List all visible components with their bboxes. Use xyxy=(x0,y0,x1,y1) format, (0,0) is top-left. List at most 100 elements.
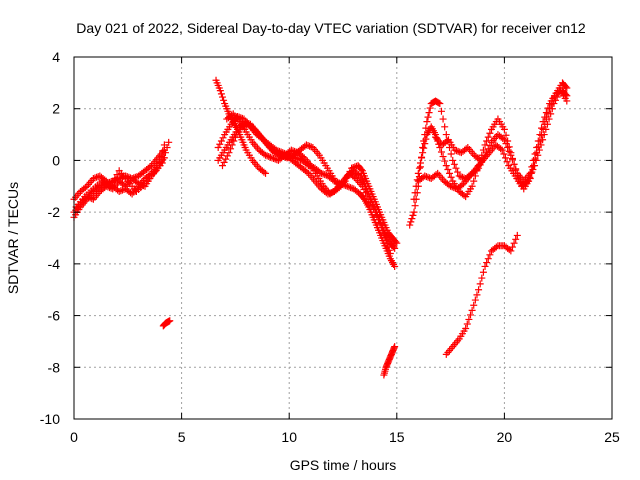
data-point xyxy=(299,153,307,161)
data-point xyxy=(451,146,459,154)
data-point xyxy=(217,90,225,98)
data-point xyxy=(88,195,96,203)
data-point xyxy=(441,157,449,165)
y-tick-labels: -10 -8 -6 -4 -2 0 2 4 xyxy=(40,49,60,427)
data-point xyxy=(115,187,123,195)
data-point xyxy=(228,111,236,119)
data-point xyxy=(531,162,539,170)
data-point xyxy=(460,191,468,199)
data-point xyxy=(465,315,473,323)
data-point xyxy=(526,173,534,181)
data-point xyxy=(522,178,530,186)
x-tick-label: 25 xyxy=(604,429,620,445)
data-point xyxy=(408,215,416,223)
data-point xyxy=(411,189,419,197)
data-point xyxy=(458,181,466,189)
data-point xyxy=(510,239,518,247)
data-point xyxy=(349,164,357,172)
data-point xyxy=(289,147,297,155)
data-point xyxy=(481,141,489,149)
data-point xyxy=(331,186,339,194)
data-point xyxy=(512,235,520,243)
data-point xyxy=(446,169,454,177)
data-point xyxy=(412,182,420,190)
data-point xyxy=(306,142,314,150)
data-point xyxy=(158,159,166,167)
data-point xyxy=(540,131,548,139)
data-point xyxy=(113,171,121,179)
data-point xyxy=(484,133,492,141)
data-point xyxy=(454,168,462,176)
data-point xyxy=(500,125,508,133)
data-point xyxy=(265,153,273,161)
data-point xyxy=(550,100,558,108)
data-point xyxy=(230,137,238,145)
data-point xyxy=(303,168,311,176)
data-point xyxy=(217,137,225,145)
x-tick-label: 10 xyxy=(281,429,297,445)
data-point xyxy=(424,113,432,121)
data-point xyxy=(539,136,547,144)
data-point xyxy=(382,237,390,245)
grid-lines xyxy=(74,57,612,419)
y-tick-label: -4 xyxy=(48,256,61,272)
data-point xyxy=(432,171,440,179)
series-arc-2e xyxy=(442,231,521,358)
data-point xyxy=(370,205,378,213)
data-point xyxy=(216,87,224,95)
data-point xyxy=(392,238,400,246)
y-tick-label: 0 xyxy=(52,152,60,168)
series-arc-2c xyxy=(414,87,571,193)
data-point xyxy=(407,218,415,226)
data-point xyxy=(508,154,516,162)
data-point xyxy=(449,156,457,164)
data-point xyxy=(563,84,571,92)
data-point xyxy=(165,138,173,146)
data-point xyxy=(439,115,447,123)
data-point xyxy=(220,96,228,104)
data-point xyxy=(500,136,508,144)
x-tick-label: 5 xyxy=(178,429,186,445)
data-point xyxy=(442,131,450,139)
data-point xyxy=(471,296,479,304)
data-point xyxy=(107,182,115,190)
data-point xyxy=(393,239,401,247)
data-point xyxy=(468,182,476,190)
data-point xyxy=(538,124,546,132)
data-point xyxy=(455,172,463,180)
data-point xyxy=(470,301,478,309)
data-point xyxy=(384,243,392,251)
data-point xyxy=(478,274,486,282)
data-point xyxy=(547,110,555,118)
data-point xyxy=(386,250,394,258)
y-axis-title: SDTVAR / TECUs xyxy=(5,182,21,294)
data-point xyxy=(86,194,94,202)
data-point xyxy=(126,189,134,197)
data-point xyxy=(463,320,471,328)
data-point xyxy=(270,154,278,162)
data-point xyxy=(537,141,545,149)
data-point xyxy=(266,153,274,161)
data-point xyxy=(442,162,450,170)
data-point xyxy=(531,155,539,163)
data-point xyxy=(421,172,429,180)
data-point xyxy=(383,240,391,248)
data-point xyxy=(411,202,419,210)
data-point xyxy=(348,164,356,172)
data-point xyxy=(473,291,481,299)
data-point xyxy=(507,149,515,157)
data-point xyxy=(436,100,444,108)
data-point xyxy=(273,156,281,164)
data-point xyxy=(443,137,451,145)
data-point xyxy=(426,174,434,182)
data-point xyxy=(562,83,570,91)
data-point xyxy=(534,151,542,159)
data-point xyxy=(425,109,433,117)
data-point xyxy=(358,182,366,190)
data-point xyxy=(302,141,310,149)
data-point xyxy=(524,177,532,185)
data-point xyxy=(243,121,251,129)
data-point xyxy=(391,262,399,270)
data-points xyxy=(70,76,571,379)
